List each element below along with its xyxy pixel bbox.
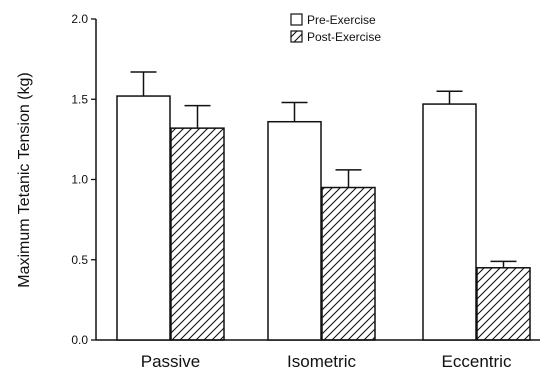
bar-post-exercise-isometric — [321, 186, 376, 341]
x-tick-label: Isometric — [287, 352, 356, 371]
y-axis-label: Maximum Tetanic Tension (kg) — [16, 72, 33, 288]
legend-swatch — [290, 30, 303, 43]
legend-label: Pre-Exercise — [307, 13, 376, 27]
bar-post-exercise-eccentric — [476, 267, 531, 341]
legend: Pre-Exercise Post-Exercise — [290, 13, 381, 44]
y-tick-label: 0.5 — [71, 253, 88, 267]
x-tick-label: Eccentric — [442, 352, 512, 371]
bar-pre-exercise-passive — [116, 95, 171, 341]
y-tick-label: 0.0 — [71, 333, 88, 347]
bar-post-exercise-passive — [170, 127, 225, 341]
y-tick-label: 1.0 — [71, 173, 88, 187]
bars — [116, 71, 531, 341]
x-tick-label: Passive — [141, 352, 201, 371]
legend-swatch — [290, 13, 303, 26]
bar-pre-exercise-isometric — [267, 120, 322, 341]
y-tick-label: 1.5 — [71, 92, 88, 106]
bar-pre-exercise-eccentric — [422, 103, 477, 341]
y-tick-label: 2.0 — [71, 12, 88, 26]
legend-label: Post-Exercise — [307, 30, 381, 44]
